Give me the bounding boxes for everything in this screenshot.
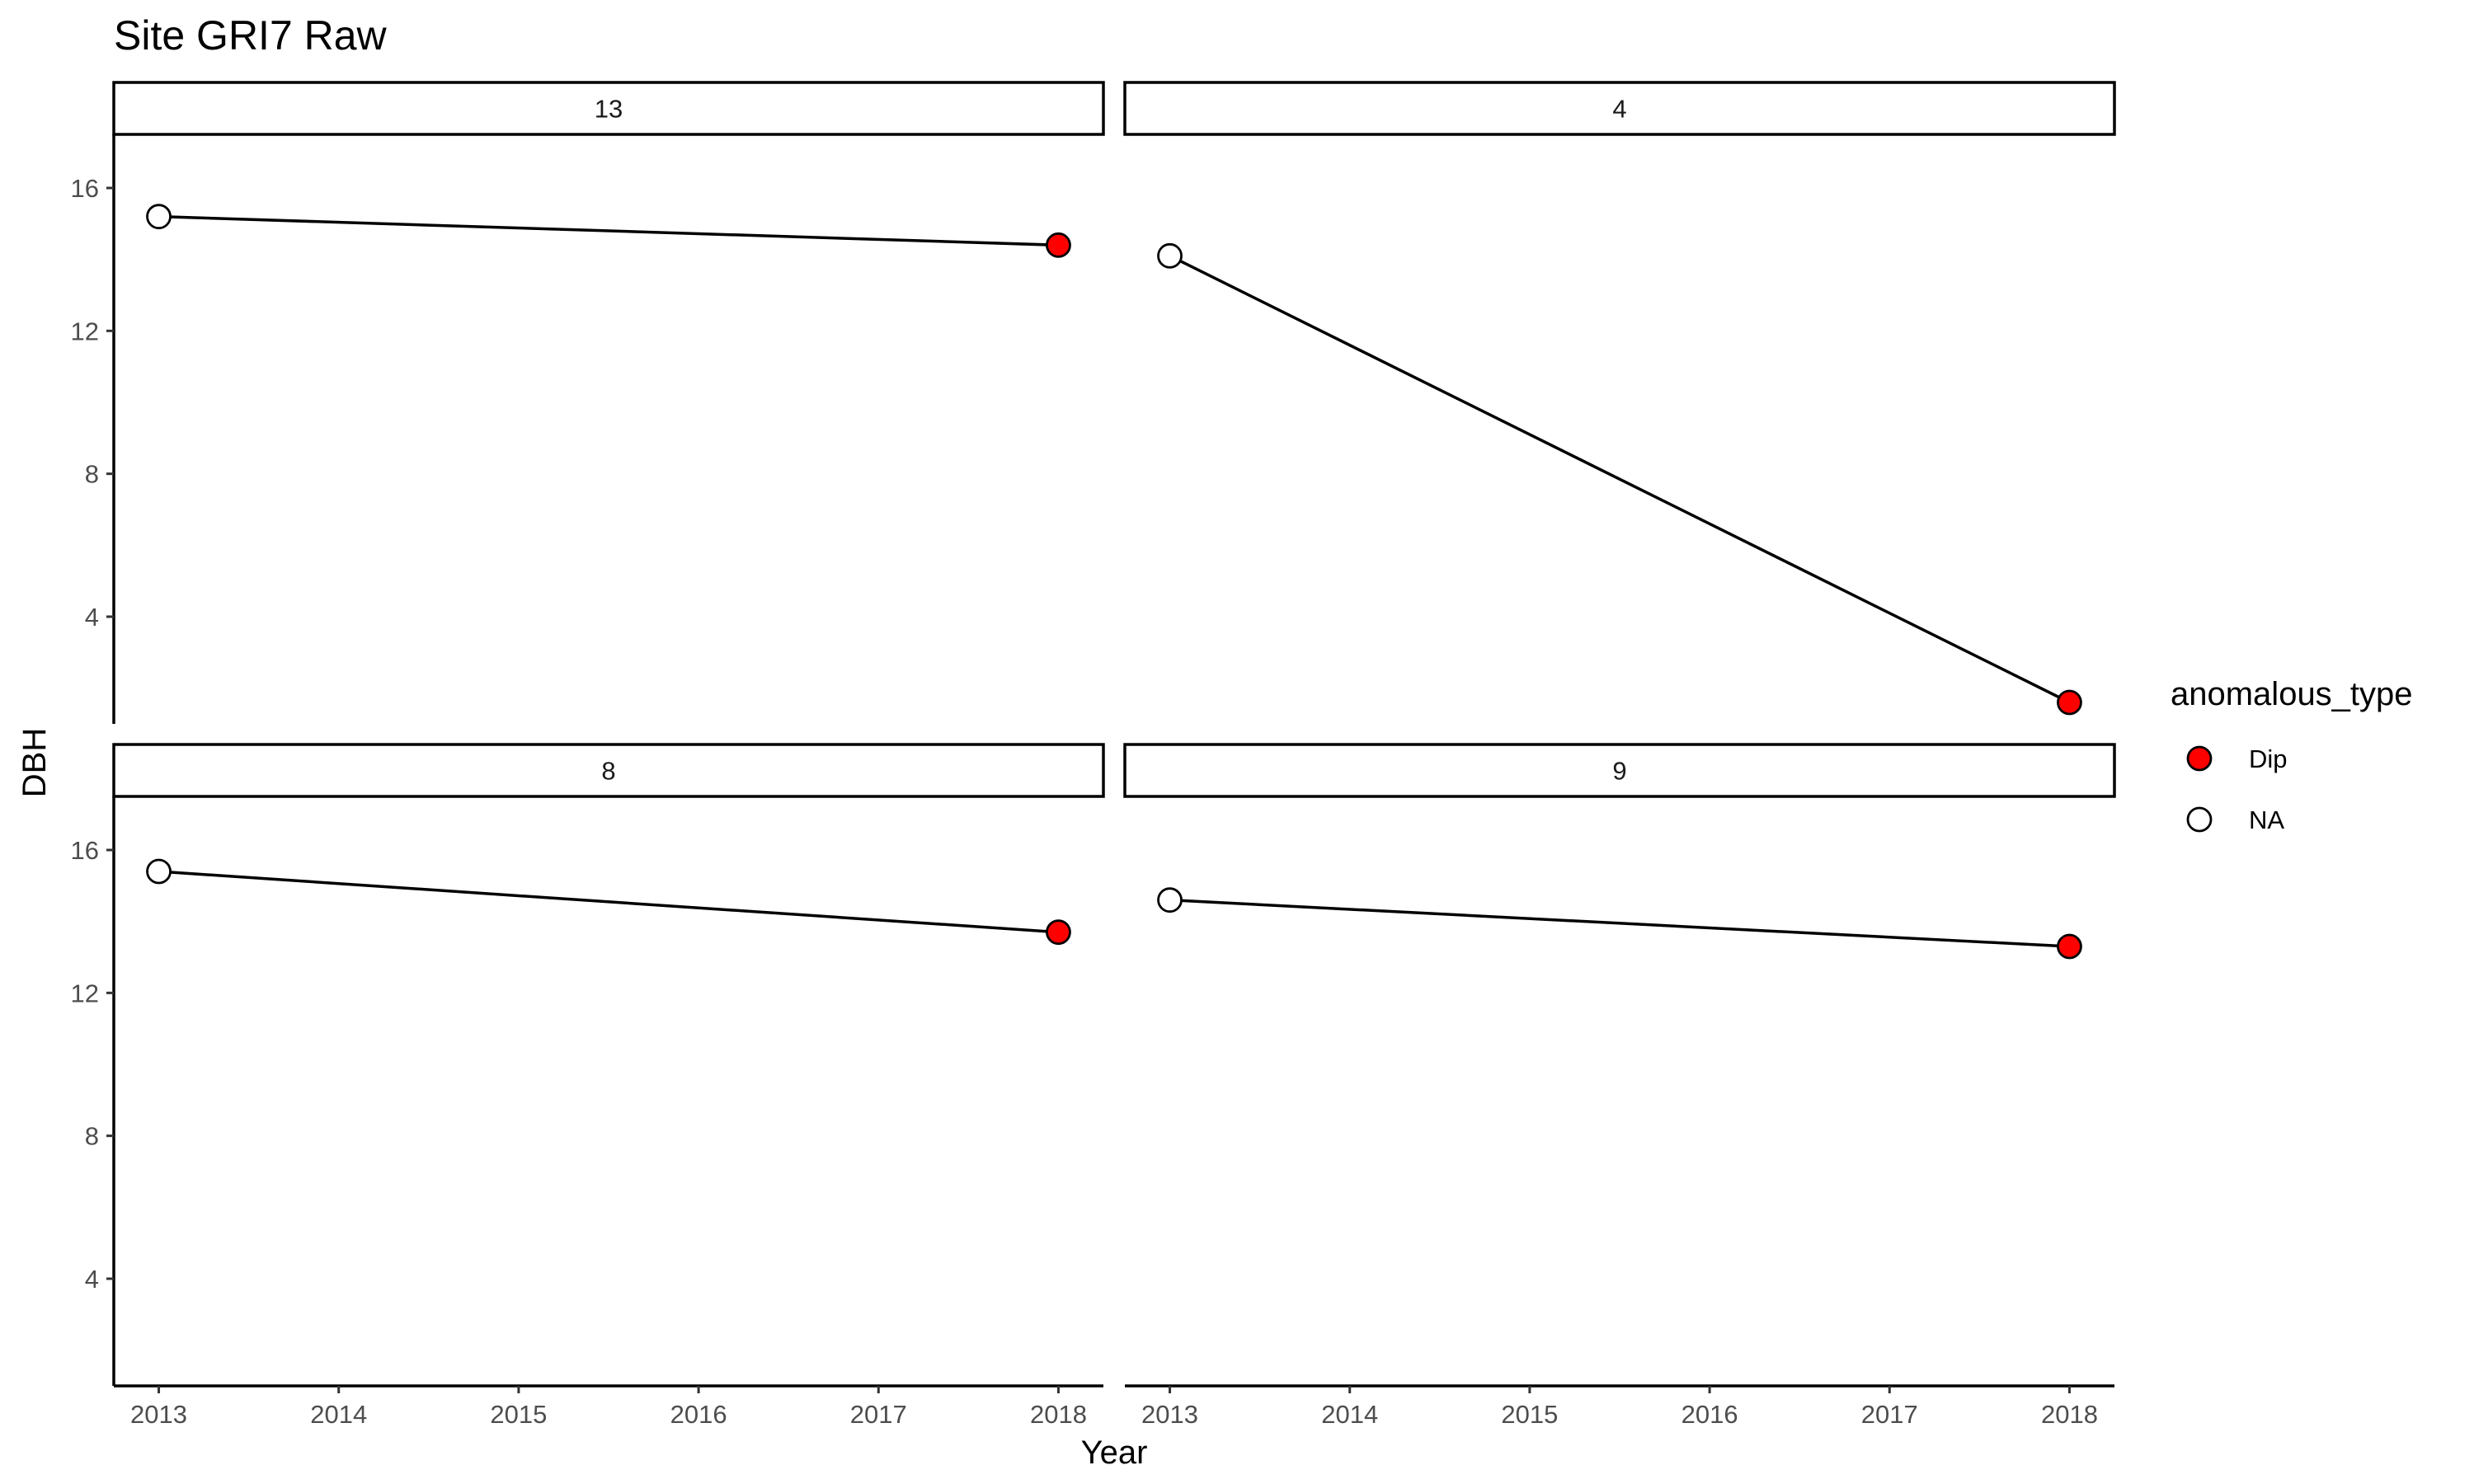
legend-title: anomalous_type — [2171, 676, 2413, 712]
facet-strip — [112, 743, 1105, 798]
y-tick-label: 4 — [85, 603, 99, 632]
legend-key-dip — [2186, 745, 2213, 772]
data-point-na — [146, 204, 172, 230]
data-point-na — [1157, 242, 1183, 269]
series-line — [1169, 898, 2070, 948]
y-tick-label: 12 — [71, 317, 99, 345]
facet-panel-4: 4 — [1123, 81, 2116, 716]
facet-strip-label: 9 — [1612, 757, 1626, 786]
series-line — [158, 870, 1059, 934]
x-tick-label: 2013 — [1141, 1400, 1198, 1429]
facet-panel-9: 9 2013 2014 2015 2016 2017 2018 — [1123, 743, 2116, 1429]
data-point-dip — [1046, 919, 1071, 946]
x-axis-title: Year — [1081, 1435, 1148, 1471]
y-tick-label: 16 — [71, 836, 99, 865]
facet-strip — [1123, 81, 2116, 136]
facet-panel-8: 8 4 8 12 16 2013 2014 2015 2016 2017 2018 — [71, 743, 1105, 1429]
x-tick-label: 2014 — [310, 1400, 367, 1429]
facet-strip — [112, 81, 1105, 136]
x-tick-label: 2018 — [1030, 1400, 1087, 1429]
legend-label: NA — [2249, 805, 2284, 834]
data-point-na — [146, 858, 172, 885]
data-point-dip — [2057, 933, 2082, 960]
facet-strip — [1123, 743, 2116, 798]
y-tick-label: 16 — [71, 174, 99, 203]
facet-strip-label: 8 — [601, 757, 615, 786]
x-tick-label: 2017 — [1861, 1400, 1918, 1429]
legend-key-na — [2186, 806, 2213, 833]
y-tick-label: 4 — [85, 1265, 99, 1294]
y-tick-label: 12 — [71, 979, 99, 1007]
x-tick-label: 2016 — [1681, 1400, 1738, 1429]
x-tick-label: 2015 — [1501, 1400, 1558, 1429]
data-point-dip — [2057, 689, 2082, 716]
x-tick-label: 2013 — [130, 1400, 187, 1429]
legend: anomalous_type Dip NA — [2171, 676, 2413, 834]
y-tick-label: 8 — [85, 1122, 99, 1151]
series-line — [1169, 254, 2071, 704]
facet-panels: 13 4 8 12 16 4 8 4 8 12 16 2013 2014 2015 2016 2017 2018… — [71, 81, 2116, 1429]
y-tick-label: 8 — [85, 460, 99, 489]
legend-label: Dip — [2249, 744, 2288, 773]
facet-strip-label: 13 — [595, 95, 623, 124]
data-point-na — [1157, 887, 1183, 913]
x-tick-label: 2018 — [2041, 1400, 2098, 1429]
x-tick-label: 2017 — [850, 1400, 907, 1429]
x-tick-label: 2014 — [1321, 1400, 1378, 1429]
data-point-dip — [1046, 232, 1071, 258]
facet-strip-label: 4 — [1612, 95, 1626, 124]
series-line — [158, 214, 1059, 247]
x-tick-label: 2016 — [670, 1400, 727, 1429]
chart-title: Site GRI7 Raw — [114, 12, 388, 59]
x-tick-label: 2015 — [490, 1400, 547, 1429]
y-axis-title: DBH — [16, 728, 53, 797]
facet-panel-13: 13 4 8 12 16 — [71, 81, 1105, 724]
